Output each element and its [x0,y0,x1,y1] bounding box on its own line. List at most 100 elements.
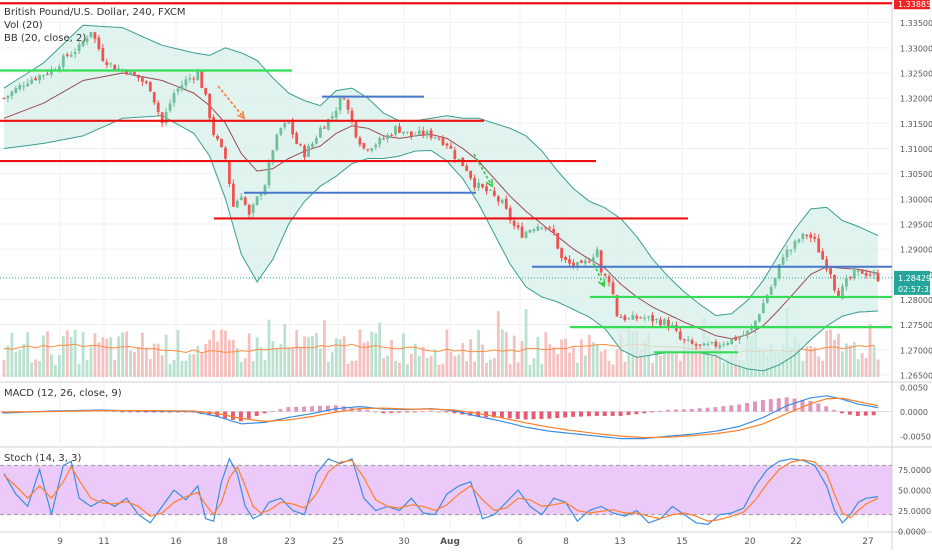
volume-bar [57,355,61,377]
candle-body [449,145,453,149]
candle-body [754,320,757,330]
volume-bar [852,341,856,377]
candle-body [279,127,283,135]
price-tick-label: 1.30500 [900,170,932,179]
candle-body [469,170,473,179]
macd-hist-bar [389,411,394,414]
candle-body [742,334,745,336]
time-tick-label: 16 [170,537,182,547]
macd-tick-label: 0.0000 [900,408,928,417]
candle-body [247,204,251,215]
volume-bar [30,362,34,377]
candle-body [552,229,556,233]
candle-body [560,248,564,259]
macd-hist-bar [800,399,805,412]
volume-bar [694,352,698,377]
candle-body [93,32,97,39]
bb-legend: BB (20, close, 2) [4,33,86,44]
candle-body [200,71,204,88]
macd-hist-bar [650,411,655,413]
macd-hist-bar [207,411,212,416]
candle-body [398,126,401,133]
candle-body [386,134,389,139]
price-tick-label: 1.33000 [900,44,932,53]
volume-bar [789,346,793,377]
candle-body [10,91,14,96]
candle-body [848,276,852,278]
macd-pane [0,395,892,440]
candle-body [188,77,192,80]
volume-bar [552,347,556,377]
candle-body [860,269,864,274]
candle-body [639,317,643,319]
volume-bar [580,339,583,377]
volume-bar [429,356,433,377]
candle-body [837,290,840,298]
candle-body [6,95,10,99]
macd-hist-bar [215,411,220,417]
volume-bar [821,360,825,377]
volume-bar [477,330,480,377]
volume-bar [330,352,334,377]
candle-body [868,274,872,276]
candle-body [148,81,152,92]
candle-body [81,41,85,46]
price-tick-label: 1.29500 [900,220,932,229]
volume-bar [243,358,247,377]
volume-bar [405,364,409,377]
volume-bar [528,364,532,377]
volume-bar [247,333,251,377]
candle-body [690,340,694,344]
volume-bar [129,350,132,377]
candle-body [346,99,350,110]
volume-bar [829,329,832,377]
candle-body [761,303,765,314]
bollinger-fill [4,25,878,371]
candle-body [738,337,741,340]
volume-bar [97,342,101,377]
price-tick-label: 1.31500 [900,120,932,129]
volume-bar [386,355,389,377]
candle-body [781,257,785,265]
volume-bar [382,358,386,377]
volume-bar [520,341,524,377]
volume-bar [797,343,801,377]
volume-bar [595,344,599,377]
volume-bar [615,349,619,377]
volume-bar [682,341,686,377]
volume-bar [271,341,275,377]
macd-hist-bar [112,411,117,413]
macd-hist-bar [507,411,512,419]
stoch-pane [0,457,892,526]
candle-body [192,78,196,80]
volume-bar [726,359,730,377]
macd-hist-bar [760,400,765,412]
candle-body [789,249,793,252]
candle-body [405,131,409,133]
volume-bar [85,359,89,377]
candle-body [73,52,77,54]
volume-bar [607,360,611,377]
volume-bar [496,311,500,377]
candle-body [540,227,544,229]
macd-hist-bar [579,411,583,417]
volume-bar [6,345,10,377]
candle-body [825,259,828,270]
volume-bar [417,355,421,377]
candle-body [42,75,45,77]
volume-bar [587,334,591,377]
candle-body [243,197,247,205]
candle-body [809,234,813,238]
time-tick-label: 25 [332,537,343,547]
macd-hist-bar [104,410,109,412]
candle-body [342,98,346,100]
volume-bar [160,355,164,377]
volume-bar [267,319,271,377]
stoch-band-fill [0,465,892,515]
volume-bar [718,351,722,377]
volume-bar [489,359,492,377]
candle-body [231,183,235,207]
candle-body [576,262,579,268]
candle-body [607,276,611,283]
